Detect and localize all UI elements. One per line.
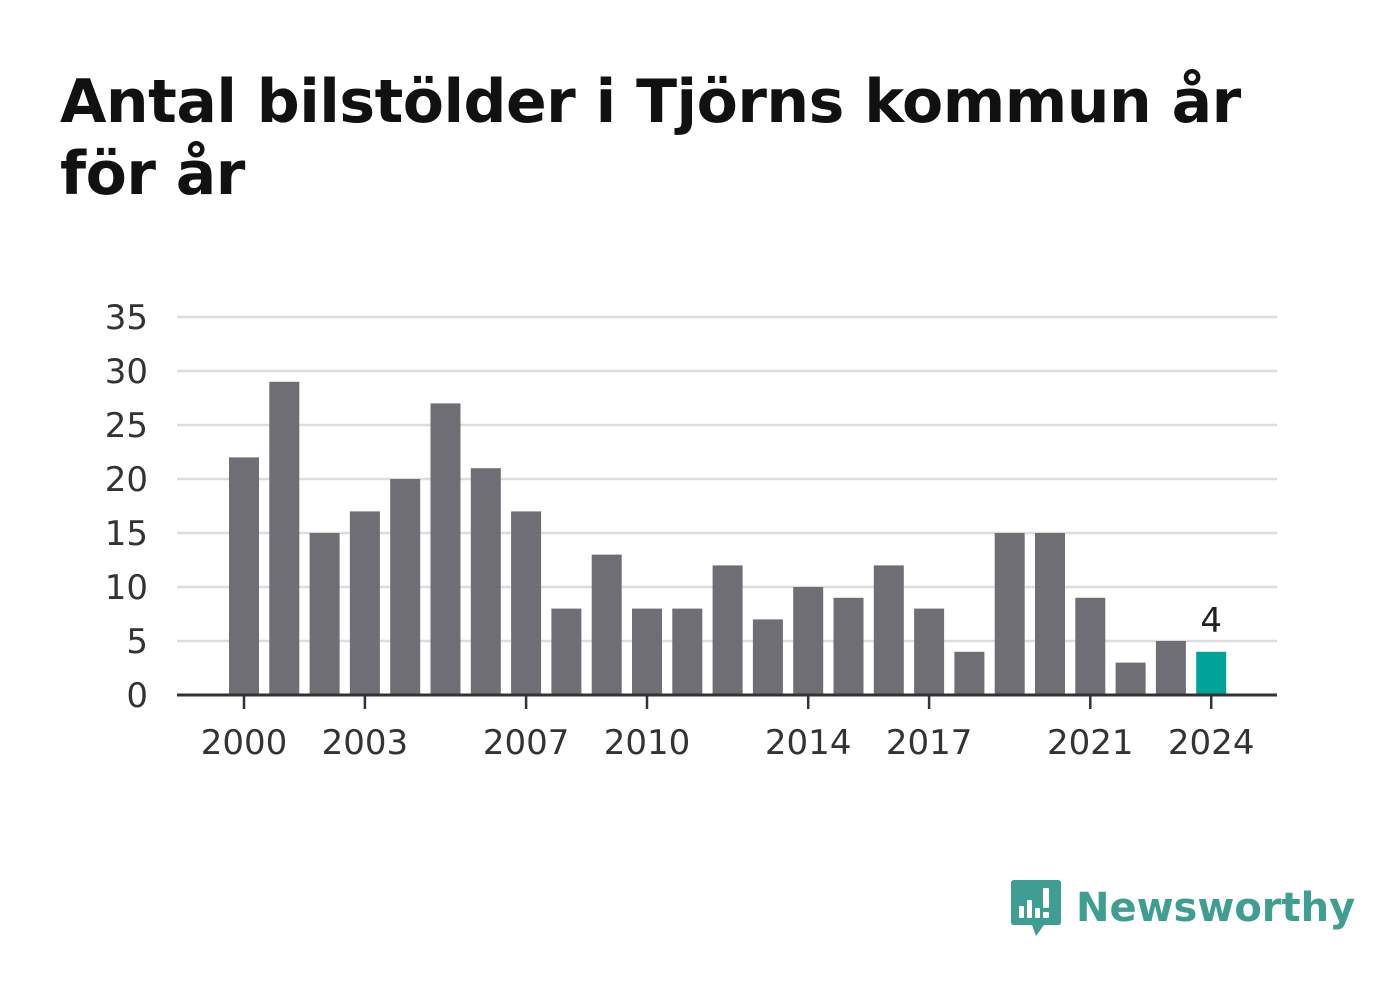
- y-tick-label: 10: [105, 568, 148, 608]
- newsworthy-logo: Newsworthy: [1010, 878, 1355, 938]
- bar-2006: [470, 468, 501, 695]
- data-labels: 4: [1200, 601, 1222, 641]
- data-label-2024: 4: [1200, 601, 1222, 641]
- bar-2013: [752, 619, 783, 695]
- bar-2010: [632, 608, 662, 695]
- bars: [229, 381, 1227, 695]
- y-axis-ticks: 0 5 10 15 20 25 30 35: [105, 298, 148, 716]
- x-tick-label: 2024: [1168, 723, 1255, 763]
- y-tick-label: 5: [126, 622, 148, 662]
- y-tick-label: 35: [105, 298, 148, 338]
- bar-2003: [349, 511, 380, 695]
- bar-2022: [1115, 662, 1146, 695]
- x-tick-label: 2010: [604, 723, 691, 763]
- bar-2008: [551, 608, 582, 695]
- bar-2001: [269, 381, 300, 695]
- x-tick-label: 2021: [1047, 723, 1134, 763]
- bar-2011: [672, 608, 703, 695]
- x-tick-label: 2000: [201, 723, 288, 763]
- bar-2020: [1035, 533, 1065, 695]
- chart-title: Antal bilstölder i Tjörns kommun år för …: [60, 67, 1241, 209]
- y-tick-label: 15: [105, 514, 148, 554]
- bar-2005: [430, 403, 461, 695]
- logo-text: Newsworthy: [1076, 885, 1356, 931]
- bar-2000: [229, 457, 259, 695]
- bar-2016: [873, 565, 904, 695]
- y-tick-label: 25: [105, 406, 148, 446]
- bar-2004: [390, 479, 421, 695]
- y-tick-label: 0: [126, 676, 148, 716]
- x-tick-label: 2017: [886, 723, 973, 763]
- bar-2012: [712, 565, 743, 695]
- y-tick-label: 30: [105, 352, 148, 392]
- bar-2024: [1196, 651, 1227, 695]
- bar-2015: [833, 597, 864, 695]
- bar-2023: [1155, 641, 1186, 695]
- y-tick-label: 20: [105, 460, 148, 500]
- x-tick-label: 2014: [765, 723, 852, 763]
- newsworthy-logo-icon: [1011, 880, 1061, 936]
- bar-2021: [1075, 597, 1106, 695]
- bar-2014: [793, 587, 824, 695]
- bar-2018: [954, 651, 985, 695]
- bar-2002: [309, 533, 340, 695]
- bar-2007: [511, 511, 542, 695]
- x-tick-label: 2007: [483, 723, 570, 763]
- bar-2009: [591, 554, 622, 695]
- x-tick-label: 2003: [322, 723, 409, 763]
- bar-2019: [994, 533, 1025, 695]
- bar-2017: [914, 608, 945, 695]
- x-axis-ticks: 2000 2003 2007 2010 2014 2017 2021 2024: [201, 695, 1255, 763]
